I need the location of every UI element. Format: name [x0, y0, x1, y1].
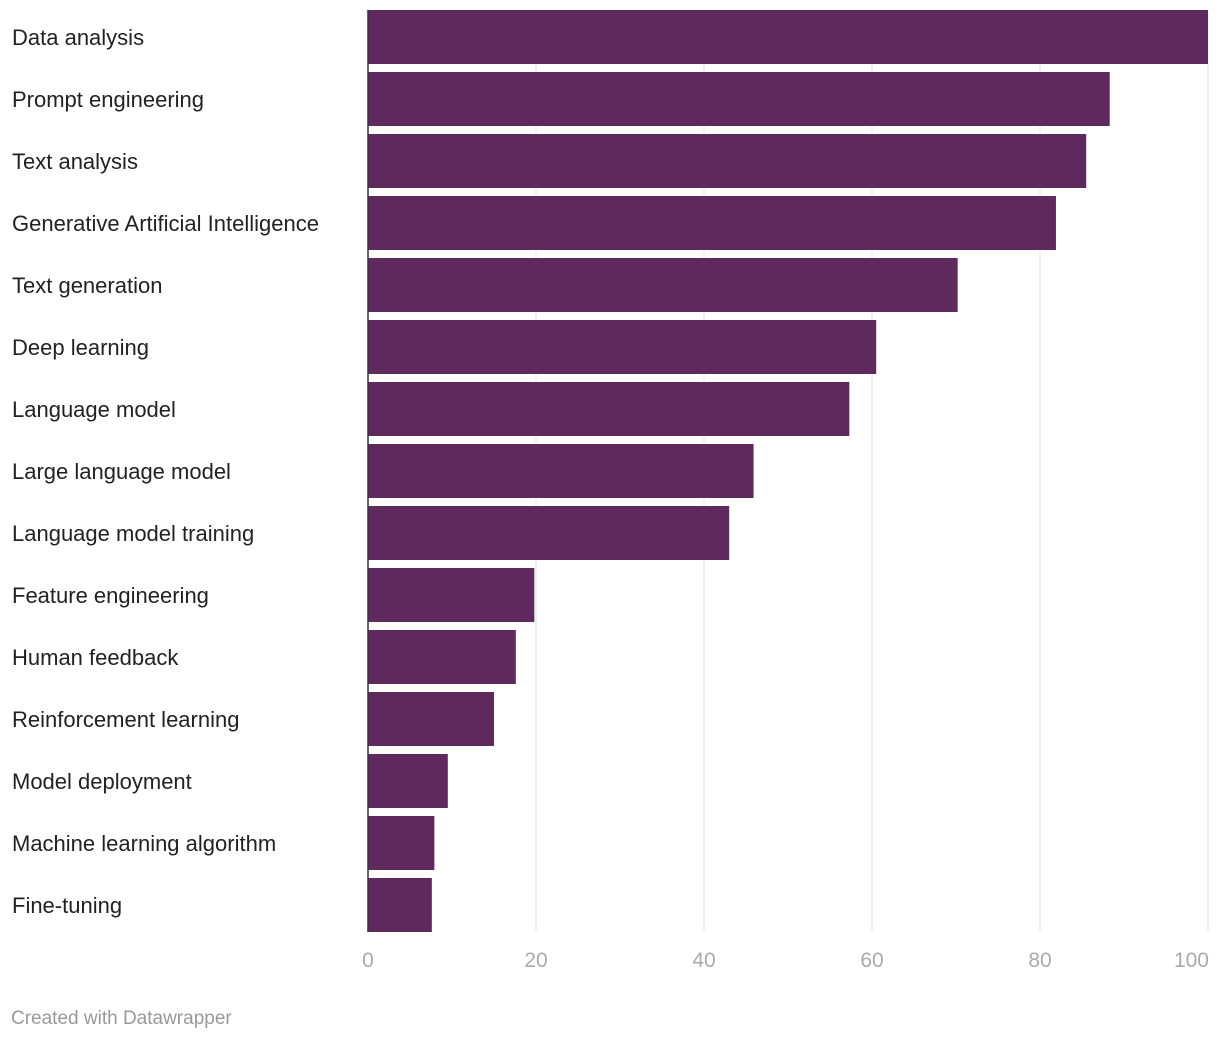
category-label: Generative Artificial Intelligence [12, 211, 319, 236]
category-label: Data analysis [12, 25, 144, 50]
category-label: Text analysis [12, 149, 138, 174]
x-tick-label: 60 [860, 949, 883, 972]
x-tick-label: 100 [1174, 949, 1209, 972]
bar [368, 258, 958, 312]
bar [368, 196, 1056, 250]
bar [368, 630, 516, 684]
category-label: Fine-tuning [12, 893, 122, 918]
category-label: Human feedback [12, 645, 179, 670]
bar [368, 692, 494, 746]
category-label: Prompt engineering [12, 87, 204, 112]
x-tick-label: 20 [524, 949, 547, 972]
category-label: Deep learning [12, 335, 149, 360]
category-label: Large language model [12, 459, 231, 484]
bar [368, 382, 850, 436]
x-tick-label: 40 [692, 949, 715, 972]
category-label: Text generation [12, 273, 162, 298]
x-tick-label: 0 [362, 949, 374, 972]
bar [368, 320, 877, 374]
bar [368, 878, 432, 932]
bar-chart: Data analysis Prompt engineering Text anal… [12, 10, 1209, 972]
category-label: Reinforcement learning [12, 707, 239, 732]
category-label: Feature engineering [12, 583, 209, 608]
category-label: Language model [12, 397, 176, 422]
category-labels: Data analysis Prompt engineering Text anal… [12, 25, 319, 918]
footer-credit: Created with Datawrapper [11, 1008, 232, 1029]
bar [368, 816, 435, 870]
bar [368, 10, 1208, 64]
bar [368, 506, 730, 560]
x-axis-ticks: 0 20 40 60 80 100 [362, 949, 1209, 972]
category-label: Model deployment [12, 769, 192, 794]
bar [368, 72, 1110, 126]
x-tick-label: 80 [1028, 949, 1051, 972]
bar [368, 444, 754, 498]
category-label: Machine learning algorithm [12, 831, 276, 856]
category-label: Language model training [12, 521, 254, 546]
bar [368, 134, 1087, 188]
bars [368, 10, 1208, 932]
bar [368, 754, 448, 808]
bar [368, 568, 535, 622]
